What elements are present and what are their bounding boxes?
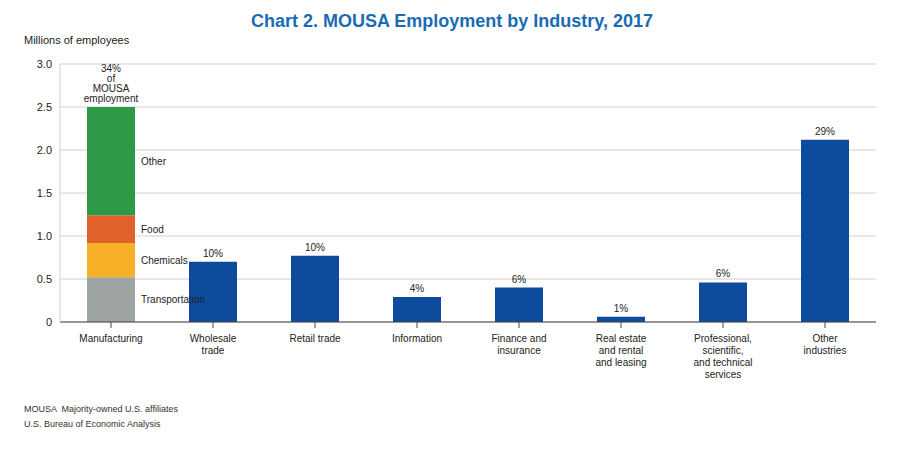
svg-text:Information: Information [392, 333, 442, 344]
svg-text:2.0: 2.0 [37, 144, 52, 156]
svg-text:10%: 10% [305, 242, 325, 253]
svg-text:3.0: 3.0 [37, 58, 52, 70]
svg-text:Food: Food [141, 224, 164, 235]
svg-text:Wholesaletrade: Wholesaletrade [190, 333, 237, 356]
html-text:U.S. Bureau of Economic Analys: U.S. Bureau of Economic Analysis [24, 419, 161, 429]
svg-text:Professional,scientific,and te: Professional,scientific,and technicalser… [694, 333, 753, 380]
svg-text:Manufacturing: Manufacturing [79, 333, 142, 344]
svg-text:6%: 6% [512, 274, 527, 285]
svg-text:Finance andinsurance: Finance andinsurance [491, 333, 546, 356]
svg-text:29%: 29% [815, 126, 835, 137]
svg-text:34%ofMOUSAemployment: 34%ofMOUSAemployment [84, 63, 139, 104]
svg-text:Retail trade: Retail trade [289, 333, 341, 344]
svg-text:10%: 10% [203, 248, 223, 259]
html-text:Chart 2. MOUSA Employment by I: Chart 2. MOUSA Employment by Industry, 2… [251, 11, 653, 31]
svg-text:1.5: 1.5 [37, 187, 52, 199]
svg-text:2.5: 2.5 [37, 101, 52, 113]
svg-text:0: 0 [46, 316, 52, 328]
svg-text:0.5: 0.5 [37, 273, 52, 285]
html-text:MOUSA Majority-owned U.S. affi: MOUSA Majority-owned U.S. affiliates [24, 404, 178, 414]
html-text:Millions of employees: Millions of employees [24, 34, 130, 46]
svg-text:4%: 4% [410, 283, 425, 294]
svg-text:1.0: 1.0 [37, 230, 52, 242]
svg-text:6%: 6% [716, 268, 731, 279]
svg-text:Transportation: Transportation [141, 294, 205, 305]
svg-text:Real estateand rentaland leasi: Real estateand rentaland leasing [595, 333, 646, 368]
svg-text:Otherindustries: Otherindustries [804, 333, 847, 356]
svg-text:Chemicals: Chemicals [141, 255, 188, 266]
svg-text:1%: 1% [614, 303, 629, 314]
svg-text:Other: Other [141, 156, 167, 167]
